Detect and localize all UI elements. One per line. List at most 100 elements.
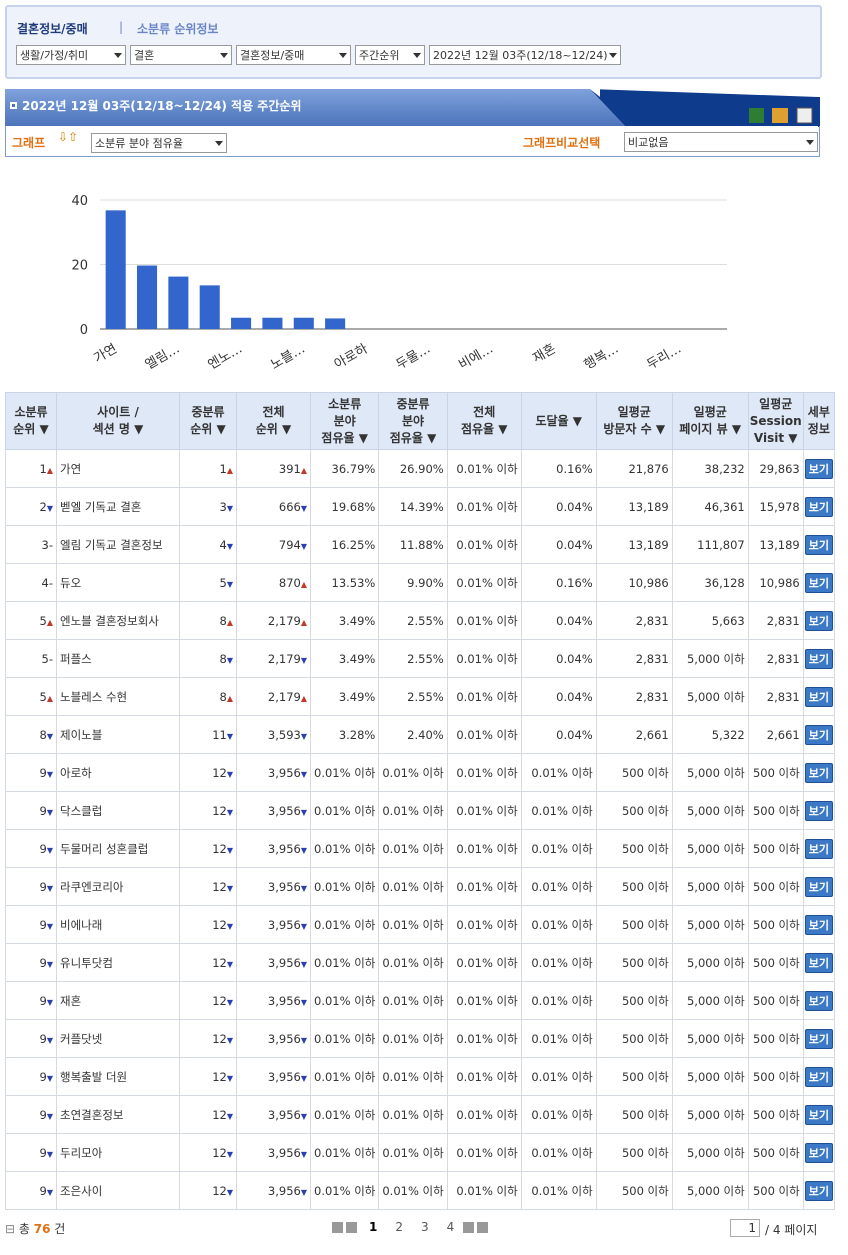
rank-change: ▼	[46, 845, 53, 855]
cell: 0.01% 이하	[446, 753, 522, 792]
x-tick-label: 두리…	[644, 341, 683, 372]
rank-cell: 3,956▼	[236, 943, 311, 982]
cell: 0.01% 이하	[309, 1133, 380, 1172]
rank-change: ▼	[300, 769, 307, 779]
page-nav[interactable]	[346, 1222, 357, 1233]
table-row: 8▼ 제이노블 11▼ 3,593▼ 3.28% 2.40% 0.01% 이하 0.04% 2,…	[5, 715, 835, 754]
table-row: 1▲ 가연 1▲ 391▲ 36.79% 26.90% 0.01% 이하 0.16% 21,87…	[5, 449, 835, 488]
view-button[interactable]: 보기	[804, 572, 833, 593]
copy-icon[interactable]	[772, 108, 788, 123]
cell: 2,831	[747, 639, 804, 678]
bar	[136, 265, 158, 329]
rank-cell: 12▼	[179, 1133, 237, 1172]
cell: 5,000 이하	[671, 791, 749, 830]
view-button[interactable]: 보기	[804, 838, 833, 859]
bar	[199, 285, 220, 329]
page-link[interactable]: 3	[421, 1220, 429, 1234]
site-name: 가연	[56, 449, 180, 488]
rank: 3,956	[267, 1031, 301, 1046]
select[interactable]: 결혼정보/중매	[236, 45, 351, 65]
view-button[interactable]: 보기	[804, 496, 833, 517]
rank-change: ▼	[226, 503, 233, 513]
page-nav[interactable]	[477, 1222, 489, 1233]
view-button[interactable]: 보기	[804, 1142, 833, 1163]
rank: 8	[219, 651, 227, 666]
view-button[interactable]: 보기	[804, 534, 833, 555]
page-link[interactable]: 2	[395, 1220, 403, 1234]
cell: 5,000 이하	[671, 639, 749, 678]
cell: 0.01% 이하	[520, 1171, 597, 1210]
cell: 5,000 이하	[671, 1171, 749, 1210]
site-name: 닥스클럽	[56, 791, 180, 830]
page-link[interactable]: 4	[446, 1220, 455, 1234]
graph-controls: 그래프 ⇩⇧ 소분류 분야 점유율 그래프비교선택 비교없음	[5, 126, 820, 157]
cell: 3.49%	[309, 601, 380, 640]
rank-cell: 794▼	[236, 525, 311, 564]
rank: 3,956	[267, 1069, 301, 1084]
rank-change: ▼	[226, 1149, 233, 1159]
select[interactable]: 2022년 12월 03주(12/18~12/24)	[429, 45, 621, 65]
cell: 500 이하	[747, 1171, 804, 1210]
detail-cell: 보기	[802, 1019, 835, 1058]
cell: 36.79%	[309, 449, 380, 488]
select[interactable]: 결혼	[130, 45, 232, 65]
select[interactable]: 생활/가정/취미	[16, 45, 126, 65]
view-button[interactable]: 보기	[804, 686, 833, 707]
cell: 0.01% 이하	[378, 905, 448, 944]
select[interactable]: 주간순위	[355, 45, 425, 65]
sort-icons[interactable]: ⇩⇧	[58, 130, 79, 144]
select[interactable]: 비교없음	[624, 132, 818, 152]
table-row: 9▼ 두리모아 12▼ 3,956▼ 0.01% 이하 0.01% 이하 0.01% 이하 0…	[5, 1133, 835, 1172]
view-button[interactable]: 보기	[804, 876, 833, 897]
view-button[interactable]: 보기	[804, 648, 833, 669]
table-row: 9▼ 초연결혼정보 12▼ 3,956▼ 0.01% 이하 0.01% 이하 0.01% 이…	[5, 1095, 835, 1134]
rank-change: ▼	[226, 769, 233, 779]
view-button[interactable]: 보기	[804, 458, 833, 479]
rank: 3,956	[267, 1183, 301, 1198]
rank-cell: 2,179▼	[236, 639, 311, 678]
rank-change: ▼	[226, 807, 233, 817]
view-button[interactable]: 보기	[804, 990, 833, 1011]
cell: 2.40%	[378, 715, 448, 754]
rank-cell: 12▼	[179, 1171, 237, 1210]
page-nav[interactable]	[463, 1222, 475, 1233]
rank-change: ▼	[46, 503, 53, 513]
detail-cell: 보기	[802, 449, 835, 488]
rank: 9	[39, 1183, 47, 1198]
view-button[interactable]: 보기	[804, 1028, 833, 1049]
view-button[interactable]: 보기	[804, 1104, 833, 1125]
site-name: 라쿠엔코리아	[56, 867, 180, 906]
total-count: ⊟ 총 76 건	[5, 1222, 66, 1236]
rank: 8	[219, 689, 227, 704]
page-nav[interactable]	[332, 1222, 343, 1233]
table-row: 9▼ 조은사이 12▼ 3,956▼ 0.01% 이하 0.01% 이하 0.01% 이하 0…	[5, 1171, 835, 1210]
site-name: 두리모아	[56, 1133, 180, 1172]
view-button[interactable]: 보기	[804, 952, 833, 973]
cell: 0.01% 이하	[446, 449, 522, 488]
rank-change: ▼	[226, 1187, 233, 1197]
page-input[interactable]: 1	[730, 1219, 760, 1237]
cell: 500 이하	[595, 1019, 673, 1058]
rank: 3,956	[267, 993, 301, 1008]
cell: 500 이하	[747, 1133, 804, 1172]
view-button[interactable]: 보기	[804, 1066, 833, 1087]
detail-cell: 보기	[802, 1057, 835, 1096]
select[interactable]: 소분류 분야 점유율	[91, 133, 227, 153]
view-button[interactable]: 보기	[804, 610, 833, 631]
view-button[interactable]: 보기	[804, 724, 833, 745]
view-button[interactable]: 보기	[804, 914, 833, 935]
excel-icon[interactable]	[749, 108, 764, 123]
site-name: 초연결혼정보	[56, 1095, 180, 1134]
rank-cell: 3,956▼	[236, 1095, 311, 1134]
cell: 2,831	[595, 601, 673, 640]
rank-cell: 8▲	[179, 601, 237, 640]
rank-cell: 12▼	[179, 1095, 237, 1134]
view-button[interactable]: 보기	[804, 762, 833, 783]
page-link[interactable]: 1	[369, 1220, 378, 1234]
table-row: 9▼ 커플닷넷 12▼ 3,956▼ 0.01% 이하 0.01% 이하 0.01% 이하 0…	[5, 1019, 835, 1058]
print-icon[interactable]	[796, 107, 813, 124]
rank-cell: 9▼	[5, 981, 57, 1020]
view-button[interactable]: 보기	[804, 1180, 833, 1201]
view-button[interactable]: 보기	[804, 800, 833, 821]
rank-change: ▼	[226, 1035, 233, 1045]
